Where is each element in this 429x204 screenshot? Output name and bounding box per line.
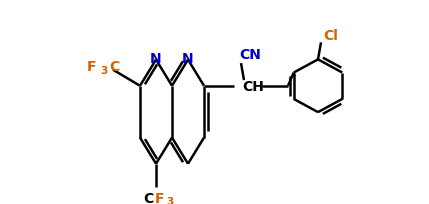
Text: F: F <box>86 60 96 74</box>
Text: C: C <box>109 60 119 74</box>
Text: CH: CH <box>242 79 264 93</box>
Text: Cl: Cl <box>323 29 338 43</box>
Text: F: F <box>155 191 165 204</box>
Text: 3: 3 <box>166 196 174 204</box>
Text: C: C <box>143 191 153 204</box>
Text: N: N <box>182 51 194 65</box>
Text: 3: 3 <box>100 65 108 75</box>
Text: N: N <box>150 51 162 65</box>
Text: CN: CN <box>239 48 261 61</box>
